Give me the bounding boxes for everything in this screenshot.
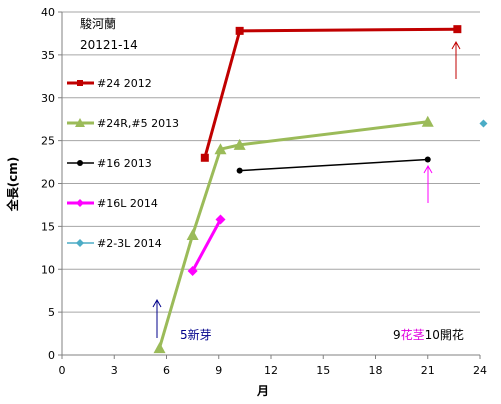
marker-diamond [479, 119, 488, 128]
marker-square [200, 153, 209, 162]
marker-diamond [215, 214, 226, 225]
y-tick-label: 30 [41, 92, 55, 105]
series-3 [236, 156, 431, 174]
legend-entry-3: #16 2013 [67, 157, 152, 170]
marker-triangle [153, 342, 166, 354]
y-tick-label: 25 [41, 135, 55, 148]
y-tick-label: 10 [41, 263, 55, 276]
y-tick-label: 5 [48, 306, 55, 319]
chart-title: 駿河蘭 [80, 17, 116, 31]
ann-flower: 9花茎10開花 [393, 327, 464, 342]
arrow-bud [152, 298, 162, 338]
arrow-head [152, 298, 162, 308]
x-tick-label: 21 [421, 364, 435, 377]
y-axis-title: 全長(cm) [5, 157, 20, 213]
marker-triangle [214, 143, 227, 155]
marker-triangle [233, 138, 246, 150]
ann-bud: 5新芽 [180, 327, 212, 342]
marker-triangle [186, 228, 199, 240]
x-axis-title: 月 [256, 384, 269, 398]
marker-square [453, 25, 462, 34]
marker-circle [424, 156, 431, 163]
x-tick-label: 0 [59, 364, 66, 377]
legend-entry-5: #2-3L 2014 [67, 237, 162, 250]
legend-label: #2-3L 2014 [97, 237, 162, 250]
legend-label: #16 2013 [97, 157, 152, 170]
series-4 [187, 214, 226, 276]
arrow-flower [423, 164, 433, 203]
legend-label: #24R,#5 2013 [97, 117, 179, 130]
chart-subtitle: 20121-14 [80, 38, 138, 52]
legend: #24 2012 #24R,#5 2013 #16 2013 #16L 2014 #2-… [67, 77, 179, 250]
legend-label: #24 2012 [97, 77, 152, 90]
annotation-part: 5新芽 [180, 327, 212, 342]
y-tick-label: 40 [41, 6, 55, 19]
x-tick-label: 15 [316, 364, 330, 377]
legend-entry-4: #16L 2014 [67, 197, 158, 210]
axes: 0 5 10 15 20 25 30 35 40 0 3 6 9 12 15 18 21 24 [41, 6, 487, 377]
legend-entry-2: #24R,#5 2013 [67, 117, 179, 130]
arrow-head [423, 164, 433, 174]
marker-circle [77, 160, 83, 166]
marker-square [235, 26, 244, 35]
series-group [153, 25, 488, 354]
x-tick-label: 18 [369, 364, 383, 377]
arrow-head [451, 40, 461, 50]
marker-triangle [75, 118, 85, 127]
x-tick-label: 6 [163, 364, 170, 377]
annotation-part: 花茎 [401, 327, 425, 342]
marker-diamond [187, 265, 198, 276]
marker-diamond [76, 239, 84, 247]
x-tick-label: 12 [264, 364, 278, 377]
y-tick-label: 0 [48, 349, 55, 362]
arrow-2012 [451, 40, 461, 79]
marker-square [77, 80, 83, 86]
legend-label: #16L 2014 [97, 197, 158, 210]
x-tick-label: 9 [215, 364, 222, 377]
arrows-group [152, 40, 461, 338]
annotation-part: 10開花 [425, 327, 464, 342]
y-tick-label: 15 [41, 220, 55, 233]
series-line [239, 158, 428, 172]
series-line [191, 218, 222, 272]
annotation-part: 9 [393, 328, 401, 342]
series-1 [200, 25, 462, 162]
x-tick-label: 24 [473, 364, 487, 377]
legend-entry-1: #24 2012 [67, 77, 152, 90]
annotations-group: 5新芽 9花茎10開花 [180, 327, 464, 342]
marker-diamond [76, 199, 84, 207]
y-tick-label: 35 [41, 49, 55, 62]
marker-triangle [421, 115, 434, 127]
y-tick-label: 20 [41, 178, 55, 191]
marker-circle [236, 167, 243, 174]
x-tick-label: 3 [111, 364, 118, 377]
series-5 [479, 119, 488, 128]
series-2 [153, 115, 434, 354]
